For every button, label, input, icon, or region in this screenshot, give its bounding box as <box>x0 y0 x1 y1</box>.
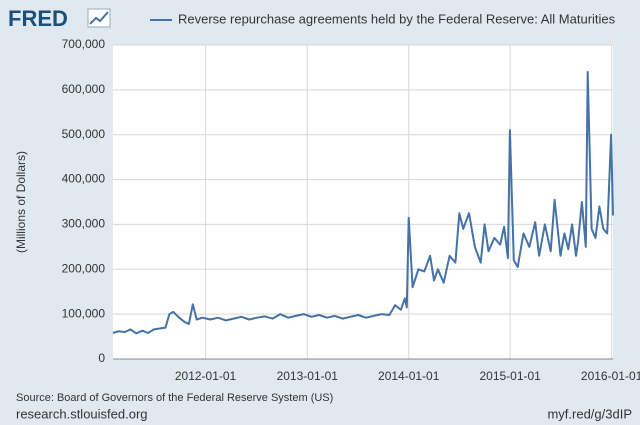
x-tick-label: 2014-01-01 <box>378 369 440 383</box>
legend-label: Reverse repurchase agreements held by th… <box>178 11 616 26</box>
plot-area <box>113 45 613 359</box>
logo-icon <box>87 8 111 28</box>
x-tick-label: 2012-01-01 <box>175 369 237 383</box>
y-tick-label: 700,000 <box>62 37 106 51</box>
footer-left: research.stlouisfed.org <box>16 406 148 421</box>
y-tick-label: 400,000 <box>62 172 106 186</box>
x-tick-label: 2015-01-01 <box>479 369 541 383</box>
y-axis-label: (Millions of Dollars) <box>14 151 28 253</box>
source: Source: Board of Governors of the Federa… <box>16 392 333 404</box>
y-tick-label: 100,000 <box>62 306 106 320</box>
y-tick-label: 300,000 <box>62 217 106 231</box>
logo: FRED <box>8 6 68 31</box>
x-tick-label: 2013-01-01 <box>277 369 339 383</box>
y-tick-label: 500,000 <box>62 127 106 141</box>
y-tick-label: 0 <box>98 351 105 365</box>
y-tick-label: 600,000 <box>62 82 106 96</box>
series-line <box>112 70 614 335</box>
footer-right: myf.red/g/3dIP <box>547 406 632 421</box>
y-tick-label: 200,000 <box>62 261 106 275</box>
x-tick-label: 2016-01-01 <box>581 369 640 383</box>
